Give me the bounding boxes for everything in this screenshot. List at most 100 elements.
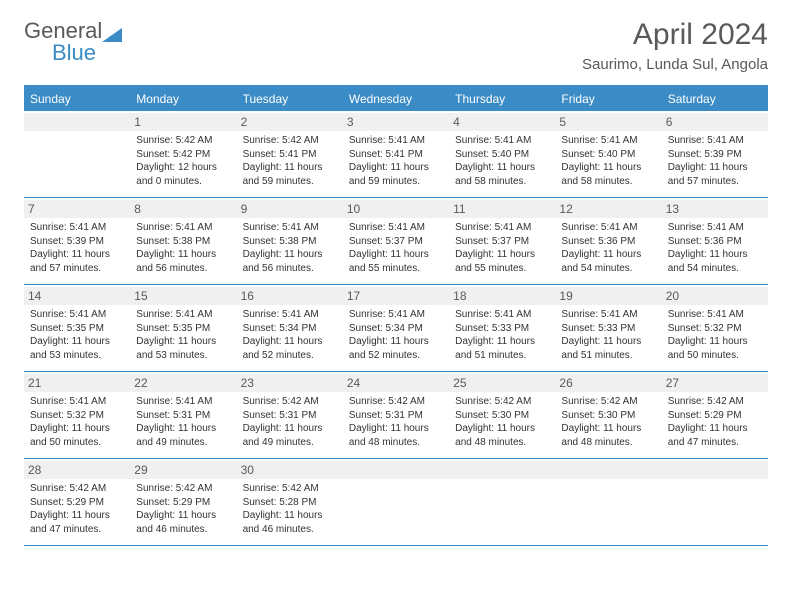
day-number: 24 (343, 374, 449, 392)
day-cell: 18Sunrise: 5:41 AMSunset: 5:33 PMDayligh… (449, 285, 555, 371)
header: GeneralBlue April 2024 Saurimo, Lunda Su… (24, 18, 768, 73)
day-number: 22 (130, 374, 236, 392)
weekday-label: Tuesday (237, 87, 343, 111)
day-info: Sunrise: 5:41 AMSunset: 5:38 PMDaylight:… (136, 221, 230, 275)
daylight-text: Daylight: 11 hours and 46 minutes. (243, 509, 337, 536)
week-row: 21 Sunrise: 5:41 AMSunset: 5:32 PMDayligh… (24, 372, 768, 459)
daylight-text: Daylight: 11 hours and 55 minutes. (455, 248, 549, 275)
daylight-text: Daylight: 11 hours and 52 minutes. (243, 335, 337, 362)
day-info: Sunrise: 5:41 AMSunset: 5:40 PMDaylight:… (455, 134, 549, 188)
weekday-label: Monday (130, 87, 236, 111)
day-cell: 10Sunrise: 5:41 AMSunset: 5:37 PMDayligh… (343, 198, 449, 284)
day-info: Sunrise: 5:41 AMSunset: 5:41 PMDaylight:… (349, 134, 443, 188)
day-info: Sunrise: 5:41 AMSunset: 5:35 PMDaylight:… (30, 308, 124, 362)
sunrise-text: Sunrise: 5:42 AM (243, 395, 337, 409)
weeks-container: 1Sunrise: 5:42 AMSunset: 5:42 PMDaylight… (24, 111, 768, 546)
day-number: 21 (24, 374, 130, 392)
day-number: 8 (130, 200, 236, 218)
day-info: Sunrise: 5:42 AMSunset: 5:30 PMDaylight:… (455, 395, 549, 449)
day-number: 12 (555, 200, 661, 218)
day-info: Sunrise: 5:42 AMSunset: 5:42 PMDaylight:… (136, 134, 230, 188)
day-cell: 7Sunrise: 5:41 AMSunset: 5:39 PMDaylight… (24, 198, 130, 284)
sunset-text: Sunset: 5:31 PM (136, 409, 230, 423)
day-number (555, 461, 661, 479)
week-row: 1Sunrise: 5:42 AMSunset: 5:42 PMDaylight… (24, 111, 768, 198)
day-number: 5 (555, 113, 661, 131)
daylight-text: Daylight: 11 hours and 48 minutes. (561, 422, 655, 449)
daylight-text: Daylight: 11 hours and 57 minutes. (668, 161, 762, 188)
sunset-text: Sunset: 5:41 PM (243, 148, 337, 162)
daylight-text: Daylight: 11 hours and 50 minutes. (30, 422, 124, 449)
day-cell: 17Sunrise: 5:41 AMSunset: 5:34 PMDayligh… (343, 285, 449, 371)
sunset-text: Sunset: 5:40 PM (455, 148, 549, 162)
day-cell: 21 Sunrise: 5:41 AMSunset: 5:32 PMDayligh… (24, 372, 130, 458)
day-number (662, 461, 768, 479)
day-cell (24, 111, 130, 197)
sunset-text: Sunset: 5:29 PM (668, 409, 762, 423)
day-cell: 13Sunrise: 5:41 AMSunset: 5:36 PMDayligh… (662, 198, 768, 284)
day-info: Sunrise: 5:41 AMSunset: 5:40 PMDaylight:… (561, 134, 655, 188)
day-number: 16 (237, 287, 343, 305)
sunrise-text: Sunrise: 5:41 AM (243, 308, 337, 322)
sunset-text: Sunset: 5:36 PM (561, 235, 655, 249)
sunset-text: Sunset: 5:38 PM (243, 235, 337, 249)
day-cell (662, 459, 768, 545)
day-cell: 24Sunrise: 5:42 AMSunset: 5:31 PMDayligh… (343, 372, 449, 458)
day-cell: 3 Sunrise: 5:41 AMSunset: 5:41 PMDaylight… (343, 111, 449, 197)
sunrise-text: Sunrise: 5:41 AM (561, 221, 655, 235)
day-cell: 8 Sunrise: 5:41 AMSunset: 5:38 PMDaylight… (130, 198, 236, 284)
week-row: 7Sunrise: 5:41 AMSunset: 5:39 PMDaylight… (24, 198, 768, 285)
day-cell: 5 Sunrise: 5:41 AMSunset: 5:40 PMDaylight… (555, 111, 661, 197)
daylight-text: Daylight: 11 hours and 54 minutes. (668, 248, 762, 275)
sunset-text: Sunset: 5:30 PM (455, 409, 549, 423)
logo: GeneralBlue (24, 18, 124, 66)
day-cell: 16Sunrise: 5:41 AMSunset: 5:34 PMDayligh… (237, 285, 343, 371)
day-number: 17 (343, 287, 449, 305)
day-cell: 19Sunrise: 5:41 AMSunset: 5:33 PMDayligh… (555, 285, 661, 371)
sunset-text: Sunset: 5:37 PM (349, 235, 443, 249)
day-number: 27 (662, 374, 768, 392)
day-info: Sunrise: 5:41 AMSunset: 5:35 PMDaylight:… (136, 308, 230, 362)
day-info: Sunrise: 5:41 AMSunset: 5:33 PMDaylight:… (561, 308, 655, 362)
day-info: Sunrise: 5:41 AMSunset: 5:37 PMDaylight:… (455, 221, 549, 275)
daylight-text: Daylight: 11 hours and 49 minutes. (136, 422, 230, 449)
sunrise-text: Sunrise: 5:41 AM (455, 134, 549, 148)
day-number: 3 (343, 113, 449, 131)
day-number (343, 461, 449, 479)
sunset-text: Sunset: 5:36 PM (668, 235, 762, 249)
week-row: 28Sunrise: 5:42 AMSunset: 5:29 PMDayligh… (24, 459, 768, 546)
day-number (449, 461, 555, 479)
sunrise-text: Sunrise: 5:41 AM (136, 395, 230, 409)
day-number: 7 (24, 200, 130, 218)
daylight-text: Daylight: 11 hours and 57 minutes. (30, 248, 124, 275)
month-title: April 2024 (582, 18, 768, 52)
day-cell: 25Sunrise: 5:42 AMSunset: 5:30 PMDayligh… (449, 372, 555, 458)
day-cell (555, 459, 661, 545)
logo-triangle-icon (102, 26, 124, 44)
sunset-text: Sunset: 5:30 PM (561, 409, 655, 423)
sunrise-text: Sunrise: 5:41 AM (455, 221, 549, 235)
daylight-text: Daylight: 11 hours and 56 minutes. (243, 248, 337, 275)
sunset-text: Sunset: 5:31 PM (349, 409, 443, 423)
title-block: April 2024 Saurimo, Lunda Sul, Angola (582, 18, 768, 73)
daylight-text: Daylight: 11 hours and 55 minutes. (349, 248, 443, 275)
sunrise-text: Sunrise: 5:41 AM (455, 308, 549, 322)
day-info: Sunrise: 5:41 AMSunset: 5:39 PMDaylight:… (668, 134, 762, 188)
day-number: 4 (449, 113, 555, 131)
day-number: 10 (343, 200, 449, 218)
day-info: Sunrise: 5:41 AMSunset: 5:32 PMDaylight:… (30, 395, 124, 449)
day-number: 2 (237, 113, 343, 131)
sunrise-text: Sunrise: 5:42 AM (668, 395, 762, 409)
day-number: 18 (449, 287, 555, 305)
day-cell: 26Sunrise: 5:42 AMSunset: 5:30 PMDayligh… (555, 372, 661, 458)
day-number: 6 (662, 113, 768, 131)
day-number: 15 (130, 287, 236, 305)
daylight-text: Daylight: 11 hours and 47 minutes. (30, 509, 124, 536)
day-cell: 22 Sunrise: 5:41 AMSunset: 5:31 PMDayligh… (130, 372, 236, 458)
sunrise-text: Sunrise: 5:41 AM (561, 308, 655, 322)
daylight-text: Daylight: 11 hours and 53 minutes. (136, 335, 230, 362)
daylight-text: Daylight: 11 hours and 53 minutes. (30, 335, 124, 362)
weekday-label: Thursday (449, 87, 555, 111)
sunset-text: Sunset: 5:35 PM (30, 322, 124, 336)
sunrise-text: Sunrise: 5:42 AM (136, 482, 230, 496)
